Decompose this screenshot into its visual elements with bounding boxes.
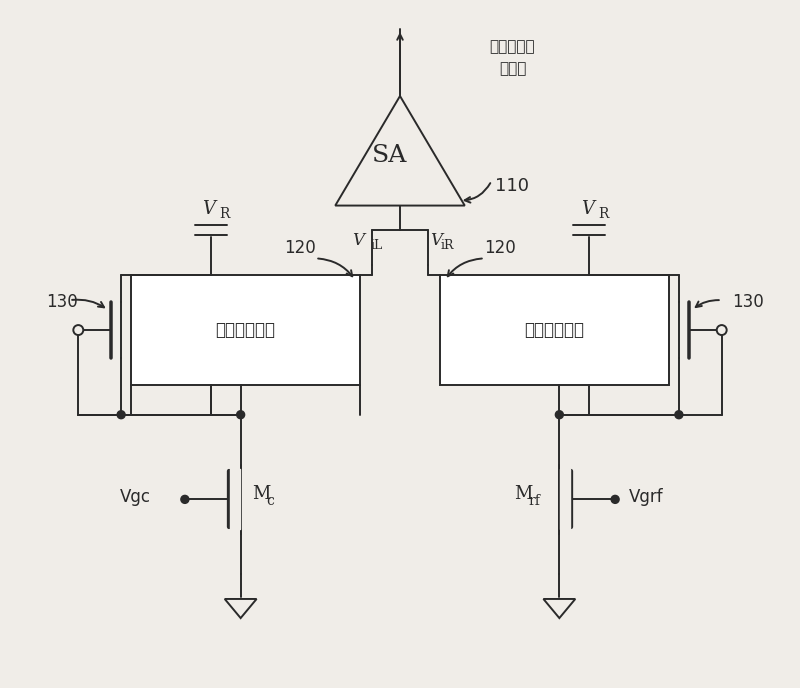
Text: SA: SA bbox=[372, 144, 408, 167]
Text: M: M bbox=[514, 486, 533, 504]
Circle shape bbox=[717, 325, 726, 335]
Text: 110: 110 bbox=[494, 177, 529, 195]
Circle shape bbox=[675, 411, 683, 419]
Circle shape bbox=[237, 411, 245, 419]
Text: 缓冲器: 缓冲器 bbox=[499, 61, 527, 76]
Circle shape bbox=[181, 495, 189, 504]
Text: 电流镜放大器: 电流镜放大器 bbox=[216, 321, 276, 339]
Text: 至数据门锁: 至数据门锁 bbox=[490, 39, 535, 54]
Text: V: V bbox=[430, 232, 442, 249]
Text: V: V bbox=[352, 232, 364, 249]
Text: V: V bbox=[202, 200, 215, 217]
Text: V: V bbox=[581, 200, 594, 217]
Text: iL: iL bbox=[370, 239, 382, 252]
Text: R: R bbox=[598, 206, 609, 220]
Text: R: R bbox=[220, 206, 230, 220]
Text: 120: 120 bbox=[285, 239, 316, 257]
Text: c: c bbox=[266, 495, 274, 508]
Text: Vgrf: Vgrf bbox=[629, 488, 664, 506]
Text: rf: rf bbox=[529, 495, 540, 508]
Text: M: M bbox=[253, 486, 271, 504]
Circle shape bbox=[555, 411, 563, 419]
Text: iR: iR bbox=[441, 239, 454, 252]
Circle shape bbox=[611, 495, 619, 504]
Text: 电流镜放大器: 电流镜放大器 bbox=[524, 321, 584, 339]
Text: 130: 130 bbox=[46, 293, 78, 311]
Text: 120: 120 bbox=[484, 239, 515, 257]
Bar bbox=[131, 275, 360, 385]
Circle shape bbox=[117, 411, 125, 419]
Text: Vgc: Vgc bbox=[120, 488, 151, 506]
Bar bbox=[440, 275, 669, 385]
Text: 130: 130 bbox=[732, 293, 763, 311]
Circle shape bbox=[74, 325, 83, 335]
